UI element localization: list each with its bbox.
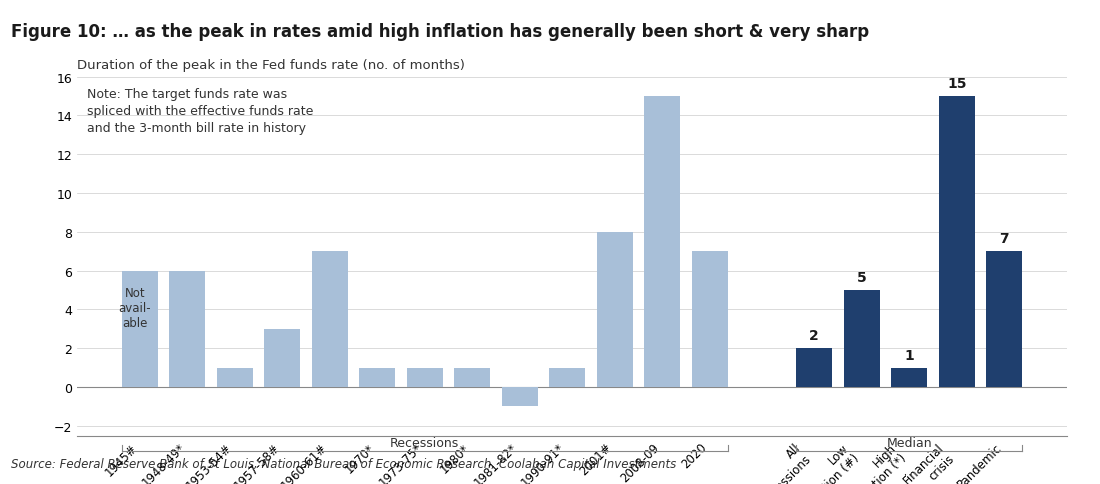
Text: Figure 10: … as the peak in rates amid high inflation has generally been short &: Figure 10: … as the peak in rates amid h… (11, 22, 869, 41)
Text: 1: 1 (904, 348, 914, 362)
Bar (169, 271, 205, 387)
Bar (122, 271, 157, 387)
Bar (796, 348, 832, 387)
Bar (502, 387, 538, 407)
Bar (987, 252, 1022, 387)
Text: Duration of the peak in the Fed funds rate (no. of months): Duration of the peak in the Fed funds ra… (77, 59, 465, 72)
Text: 15: 15 (947, 77, 967, 91)
Bar (549, 368, 585, 387)
Bar (844, 290, 880, 387)
Text: Median: Median (887, 437, 932, 450)
Text: 5: 5 (857, 271, 867, 285)
Bar (264, 329, 300, 387)
Text: 7: 7 (1000, 232, 1009, 246)
Bar (454, 368, 491, 387)
Bar (692, 252, 727, 387)
Bar (645, 97, 680, 387)
Bar (312, 252, 348, 387)
Text: 2: 2 (810, 329, 820, 343)
Text: Not
avail-
able: Not avail- able (119, 286, 152, 329)
Text: Note: The target funds rate was
spliced with the effective funds rate
and the 3-: Note: The target funds rate was spliced … (87, 88, 314, 135)
Bar (217, 368, 253, 387)
Bar (939, 97, 975, 387)
Text: Source: Federal Reserve Bank of St Louis, National Bureau of Economic Research, : Source: Federal Reserve Bank of St Louis… (11, 457, 676, 470)
Bar (891, 368, 927, 387)
Bar (407, 368, 442, 387)
Text: Recessions: Recessions (390, 437, 460, 450)
Bar (597, 232, 632, 387)
Bar (360, 368, 395, 387)
